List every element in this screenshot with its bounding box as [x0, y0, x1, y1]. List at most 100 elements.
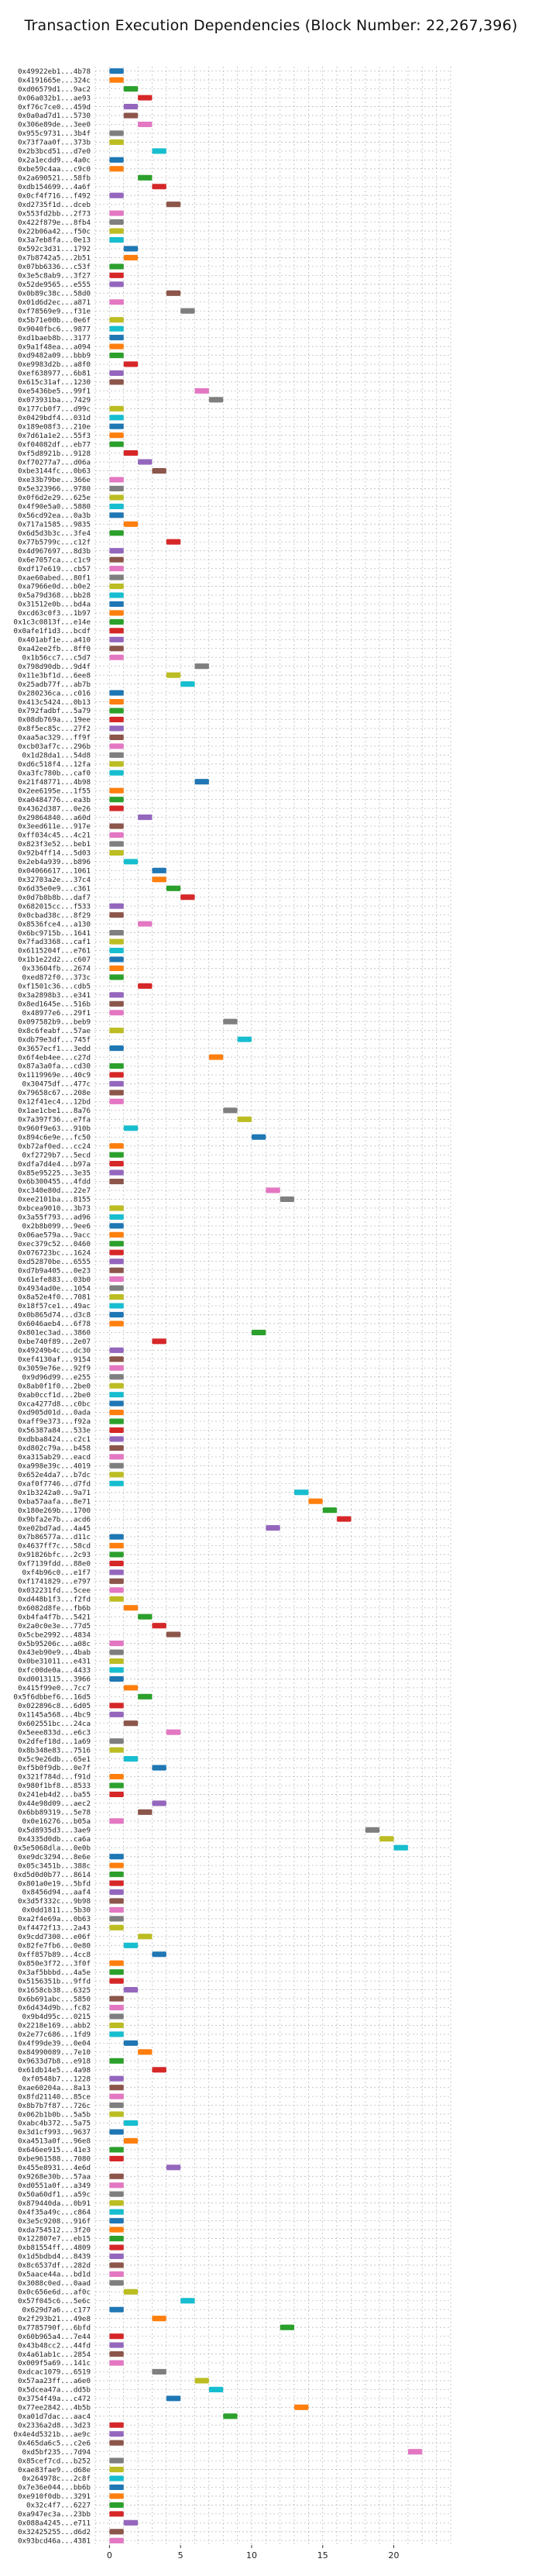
transaction-bar — [109, 938, 124, 945]
transaction-bar — [109, 965, 124, 971]
y-tick-label: 0xf70277a7...d06a — [18, 458, 91, 467]
y-tick-label: 0xed872f0...373c — [22, 973, 91, 982]
y-tick-label: 0x8b348e83...7516 — [18, 1746, 91, 1755]
transaction-bar — [109, 1462, 124, 1469]
transaction-bar — [152, 184, 166, 190]
transaction-bar — [109, 566, 124, 572]
transaction-bar — [337, 1516, 352, 1522]
transaction-bar — [109, 1675, 124, 1682]
y-tick-label: 0x321f784d...f91d — [18, 1773, 91, 1782]
y-tick-label: 0x5eee833d...e6c3 — [18, 1728, 91, 1737]
transaction-bar — [109, 1409, 124, 1416]
transaction-bar — [109, 2280, 124, 2286]
transaction-bar — [109, 787, 124, 794]
y-tick-label: 0x009f5a69...141c — [18, 2359, 91, 2368]
y-tick-label: 0x3657ecf1...3edd — [18, 1045, 91, 1053]
transaction-bar — [109, 1427, 124, 1434]
y-tick-label: 0x6f4eb4ee...c27d — [18, 1053, 91, 1062]
y-tick-label: 0x2218e169...abb2 — [18, 2022, 91, 2030]
transaction-bar — [109, 725, 124, 732]
y-tick-label: 0x21f48771...4b98 — [18, 778, 91, 787]
transaction-bar — [152, 1338, 166, 1345]
axis-layer: 0 5 10 15 20 — [107, 2545, 400, 2561]
grid-layer — [94, 67, 451, 2545]
transaction-bar — [109, 1960, 124, 1966]
y-tick-label: 0x652e4da7...b7dc — [18, 1471, 91, 1479]
y-tick-label: 0xa2f4e69a...0b63 — [18, 1915, 91, 1923]
transaction-bar — [109, 2111, 124, 2117]
transaction-bar — [237, 1036, 252, 1042]
y-tick-label: 0x4191665e...324c — [18, 76, 91, 84]
transaction-bar — [322, 1507, 338, 1514]
transaction-bar — [194, 387, 209, 394]
transaction-bar — [109, 2431, 124, 2437]
transaction-bar — [109, 2262, 124, 2268]
transaction-bar — [109, 610, 124, 616]
transaction-bar — [123, 2120, 139, 2127]
y-tick-label: 0xb4fa4f7b...5421 — [18, 1613, 91, 1621]
y-tick-label: 0x93bcd46a...4381 — [18, 2536, 91, 2545]
y-tick-label: 0xee2101ba...8155 — [18, 1196, 91, 1204]
y-tick-label: 0xd802c79a...b458 — [18, 1445, 91, 1453]
y-tick-label: 0xcd63c0f3...1b97 — [18, 609, 91, 618]
y-tick-label: 0x32c4f7...6227 — [26, 2502, 91, 2510]
transaction-bar — [109, 1569, 124, 1576]
y-tick-label: 0xdbba8424...c2c1 — [18, 1435, 91, 1444]
y-tick-label: 0x91826bfc...2c93 — [18, 1551, 91, 1559]
transaction-bar — [109, 1969, 124, 1975]
y-tick-label: 0x8c6feabf...57ae — [18, 1027, 91, 1035]
y-tick-label: 0xa4513a0f...96e8 — [18, 2137, 91, 2146]
x-tick-label: 0 — [107, 2550, 112, 2561]
transaction-bar — [109, 2306, 124, 2313]
transaction-bar — [109, 2271, 124, 2277]
y-tick-label: 0xdf17e619...cb57 — [18, 565, 91, 573]
transaction-bar — [109, 770, 124, 776]
transaction-bar — [109, 2147, 124, 2153]
y-tick-label: 0xf4472f13...2a43 — [18, 1924, 91, 1933]
transaction-bar — [109, 556, 124, 563]
y-tick-label: 0xa42ee2fb...8ff0 — [18, 645, 91, 653]
y-tick-label: 0x0429bdf4...031d — [18, 414, 91, 422]
transaction-bar — [109, 1347, 124, 1353]
transaction-bar — [109, 272, 124, 278]
y-tick-label: 0x5e5068dla...0e0b — [13, 1844, 91, 1852]
transaction-bar — [123, 1125, 139, 1131]
y-tick-label: 0x56cd92ea...0a3b — [18, 511, 91, 520]
x-tick-label: 20 — [389, 2550, 400, 2561]
y-tick-label: 0x602551bc...24ca — [18, 1720, 91, 1728]
transaction-bar — [152, 148, 166, 154]
transaction-bar — [109, 912, 124, 918]
y-tick-label: 0x960f9e63...910b — [18, 1124, 91, 1133]
transaction-bar — [208, 1054, 224, 1060]
y-tick-label: 0x1119969e...40c9 — [18, 1071, 91, 1080]
transaction-bar — [109, 2244, 124, 2251]
y-tick-label: 0x0d7b8b8b...daf7 — [18, 894, 91, 902]
transaction-bar — [109, 1924, 124, 1930]
transaction-bar — [109, 1062, 124, 1069]
transaction-bar — [109, 1898, 124, 1904]
transaction-bar — [223, 2413, 238, 2419]
transaction-bar — [123, 1605, 139, 1611]
transaction-bar — [109, 708, 124, 714]
y-tick-label: 0x4637ff7c...58cd — [18, 1542, 91, 1551]
transaction-bar — [109, 325, 124, 332]
transaction-bar — [109, 1551, 124, 1558]
y-tick-label: 0x980f1bf8...8533 — [18, 1782, 91, 1790]
transaction-bar — [152, 1765, 166, 1771]
transaction-bar — [109, 930, 124, 936]
transaction-bar — [109, 1854, 124, 1860]
y-tick-label: 0x2dfef18d...1a69 — [18, 1737, 91, 1746]
y-tick-label: 0x6082d8fe...fb6b — [18, 1604, 91, 1613]
transaction-bar — [152, 876, 166, 883]
y-tick-label: 0x33604fb...2674 — [22, 965, 91, 973]
transaction-bar — [109, 503, 124, 509]
transaction-bar — [180, 894, 195, 901]
transaction-bar — [109, 157, 124, 163]
y-tick-label: 0x2f293b21...49e8 — [18, 2315, 91, 2323]
transaction-bar — [280, 2324, 295, 2330]
y-tick-label: 0x1b3242a0...9a71 — [18, 1489, 91, 1497]
transaction-bar — [138, 1809, 153, 1815]
transaction-bar — [109, 2182, 124, 2189]
y-tick-label: 0x850e3f72...3f0f — [18, 1959, 91, 1968]
y-tick-label: 0xaf0f7746...d7fd — [18, 1479, 91, 1488]
